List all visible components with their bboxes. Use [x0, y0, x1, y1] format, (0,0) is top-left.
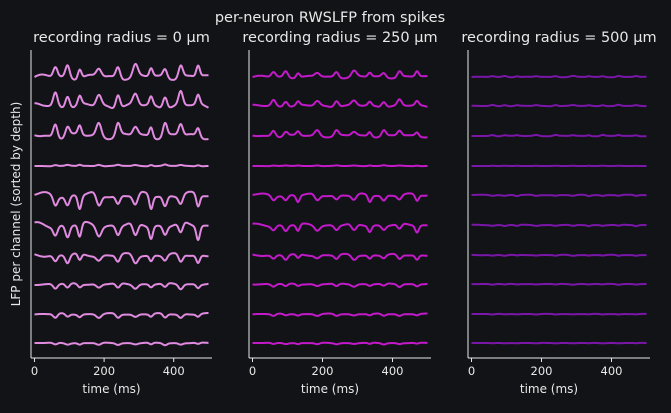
channel-trace-9 [471, 312, 647, 316]
x-tick-label: 200 [312, 364, 334, 378]
x-tick-label: 400 [601, 364, 623, 378]
channel-trace-5 [34, 190, 209, 211]
subplot-2: 0 200 400 time (ms) recording radius = 250 μ… [242, 30, 437, 396]
x-tick-label: 0 [468, 364, 475, 378]
channel-trace-4 [34, 163, 209, 168]
channel-trace-1 [34, 62, 209, 81]
channel-trace-7 [252, 252, 428, 261]
channel-trace-6 [252, 222, 428, 234]
channel-trace-8 [471, 282, 647, 286]
channel-trace-9 [34, 312, 209, 319]
x-axis-label: time (ms) [520, 382, 578, 396]
channel-trace-4 [252, 164, 428, 168]
subplot-title: recording radius = 250 μm [242, 30, 437, 46]
channel-trace-2 [471, 103, 647, 108]
channel-trace-5 [471, 193, 647, 198]
x-tick-label: 200 [93, 364, 115, 378]
x-tick-label: 400 [382, 364, 404, 378]
channel-trace-5 [252, 192, 428, 204]
y-axis-label: LFP per channel (sorted by depth) [9, 102, 23, 307]
channel-trace-3 [252, 129, 428, 139]
channel-trace-1 [471, 74, 647, 79]
channel-trace-2 [34, 89, 209, 109]
channel-trace-6 [471, 223, 647, 228]
subplot-3: 0 200 400 time (ms) recording radius = 500 μ… [461, 30, 656, 396]
x-axis-label: time (ms) [301, 382, 359, 396]
channel-trace-3 [34, 121, 209, 141]
channel-trace-1 [252, 69, 428, 80]
channel-trace-10 [252, 341, 428, 346]
subplot-title: recording radius = 500 μm [461, 30, 656, 46]
channel-trace-8 [252, 282, 428, 288]
channel-trace-3 [471, 133, 647, 138]
x-axis-label: time (ms) [82, 382, 140, 396]
channel-trace-7 [34, 252, 209, 265]
channel-trace-6 [34, 220, 209, 242]
x-tick-label: 200 [531, 364, 553, 378]
x-tick-label: 0 [249, 364, 256, 378]
channel-trace-10 [471, 341, 647, 345]
channel-trace-9 [252, 312, 428, 317]
subplot-title: recording radius = 0 μm [33, 30, 210, 46]
channel-trace-7 [471, 253, 647, 257]
x-tick-label: 400 [163, 364, 185, 378]
subplot-1: 0 200 400 time (ms) recording radius = 0 μm [30, 30, 212, 396]
channel-trace-10 [34, 341, 209, 347]
figure-suptitle: per-neuron RWSLFP from spikes [215, 10, 445, 26]
channel-trace-8 [34, 282, 209, 291]
x-tick-label: 0 [31, 364, 38, 378]
channel-trace-2 [252, 98, 428, 108]
